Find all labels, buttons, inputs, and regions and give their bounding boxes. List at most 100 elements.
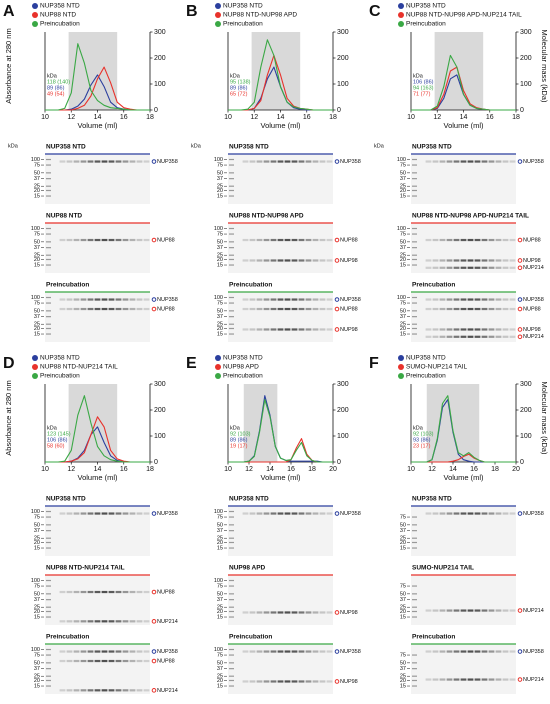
ladder-band	[46, 310, 51, 312]
legend-label: NUP358 NTD	[40, 355, 80, 362]
gel-band	[73, 689, 80, 692]
ladder-band	[229, 610, 234, 613]
marker-label: 25	[217, 253, 223, 259]
gel-title: NUP358 NTD	[46, 144, 86, 151]
band-label: NUP88	[157, 658, 175, 664]
gel-band	[488, 307, 495, 311]
gel-band	[263, 680, 270, 683]
band-label: NUP214	[523, 334, 544, 340]
gel-band	[502, 609, 509, 612]
gel-band	[481, 609, 488, 612]
gel-band	[66, 298, 73, 301]
gel-band	[509, 512, 516, 515]
gel-band	[270, 238, 277, 242]
band-label: NUP98	[340, 679, 358, 685]
marker-label: 50	[34, 170, 40, 176]
gel-band	[122, 620, 129, 623]
ladder-band	[46, 616, 51, 618]
gel-title: Preincubation	[46, 634, 89, 641]
gel-band	[312, 328, 319, 331]
gel-band	[446, 238, 453, 242]
gel-band	[129, 689, 136, 692]
gel-band	[453, 259, 460, 262]
ladder-band	[46, 516, 51, 518]
ladder-band	[229, 675, 234, 677]
gel-band	[59, 512, 66, 515]
ladder-band	[412, 258, 417, 261]
gel-band	[453, 160, 460, 163]
ladder-band	[46, 537, 51, 539]
marker-label: 25	[400, 674, 406, 680]
ladder-band	[412, 537, 417, 539]
gel-band	[94, 590, 101, 594]
gel-band	[87, 590, 94, 594]
gel-band	[73, 160, 80, 163]
gel-band	[305, 611, 312, 614]
ladder-band	[46, 164, 51, 166]
gel-band	[432, 328, 439, 331]
y2-tick-label: 300	[154, 29, 166, 36]
gel-band	[115, 620, 122, 623]
gel-band	[509, 259, 516, 262]
gel-band	[481, 160, 488, 163]
ladder-band	[412, 616, 417, 618]
gel-band	[312, 298, 319, 301]
marker-label: 25	[400, 253, 406, 259]
gel-band	[432, 512, 439, 515]
marker-label: 100	[31, 157, 40, 163]
gel-band	[474, 512, 481, 515]
gel-band	[319, 160, 326, 163]
gel-band	[446, 650, 453, 653]
legend-label: Preincubation	[40, 21, 80, 28]
gel-band	[143, 307, 150, 311]
marker-label: 100	[397, 295, 406, 301]
gel-band	[284, 512, 291, 515]
gel-band	[249, 160, 256, 163]
gel-band	[509, 650, 516, 653]
gel-band	[80, 650, 87, 653]
gel-band	[439, 259, 446, 262]
gel-band	[481, 298, 488, 301]
band-dot	[334, 159, 340, 164]
ladder-band	[46, 675, 51, 677]
marker-label: 37	[217, 666, 223, 672]
gel-band	[326, 259, 333, 262]
band-label: NUP358	[340, 649, 361, 655]
gel-band	[509, 238, 516, 242]
band-dot	[151, 159, 157, 164]
marker-label: 37	[217, 176, 223, 182]
gel-band	[488, 160, 495, 163]
ladder-band	[46, 189, 51, 192]
x-axis-label: Volume (ml)	[77, 473, 118, 482]
gel-band	[59, 689, 66, 692]
gel-band	[263, 512, 270, 515]
gel-band	[94, 160, 101, 163]
gel-band	[495, 259, 502, 262]
marker-label: 15	[34, 614, 40, 620]
gel-band	[467, 238, 474, 242]
ladder-band	[412, 241, 417, 243]
marker-label: 37	[34, 597, 40, 603]
gel-band	[298, 160, 305, 163]
band-dot	[517, 608, 523, 613]
gel-band	[488, 238, 495, 242]
gel-band	[488, 259, 495, 262]
marker-label: 100	[397, 226, 406, 232]
gel-band	[312, 238, 319, 242]
gel-band	[129, 650, 136, 653]
y2-tick-label: 200	[520, 407, 532, 414]
gel-band	[319, 328, 326, 331]
band-label: NUP358	[523, 649, 544, 655]
band-dot	[517, 677, 523, 682]
ladder-band	[412, 185, 417, 187]
gel-band	[87, 659, 94, 663]
marker-label: 20	[217, 326, 223, 332]
band-label: NUP358	[157, 511, 178, 517]
gel-band	[242, 259, 249, 262]
legend-label: NUP88 NTD-NUP98 APD	[223, 12, 297, 19]
gel-band	[439, 298, 446, 301]
gel	[45, 575, 150, 625]
gel-band	[143, 689, 150, 692]
